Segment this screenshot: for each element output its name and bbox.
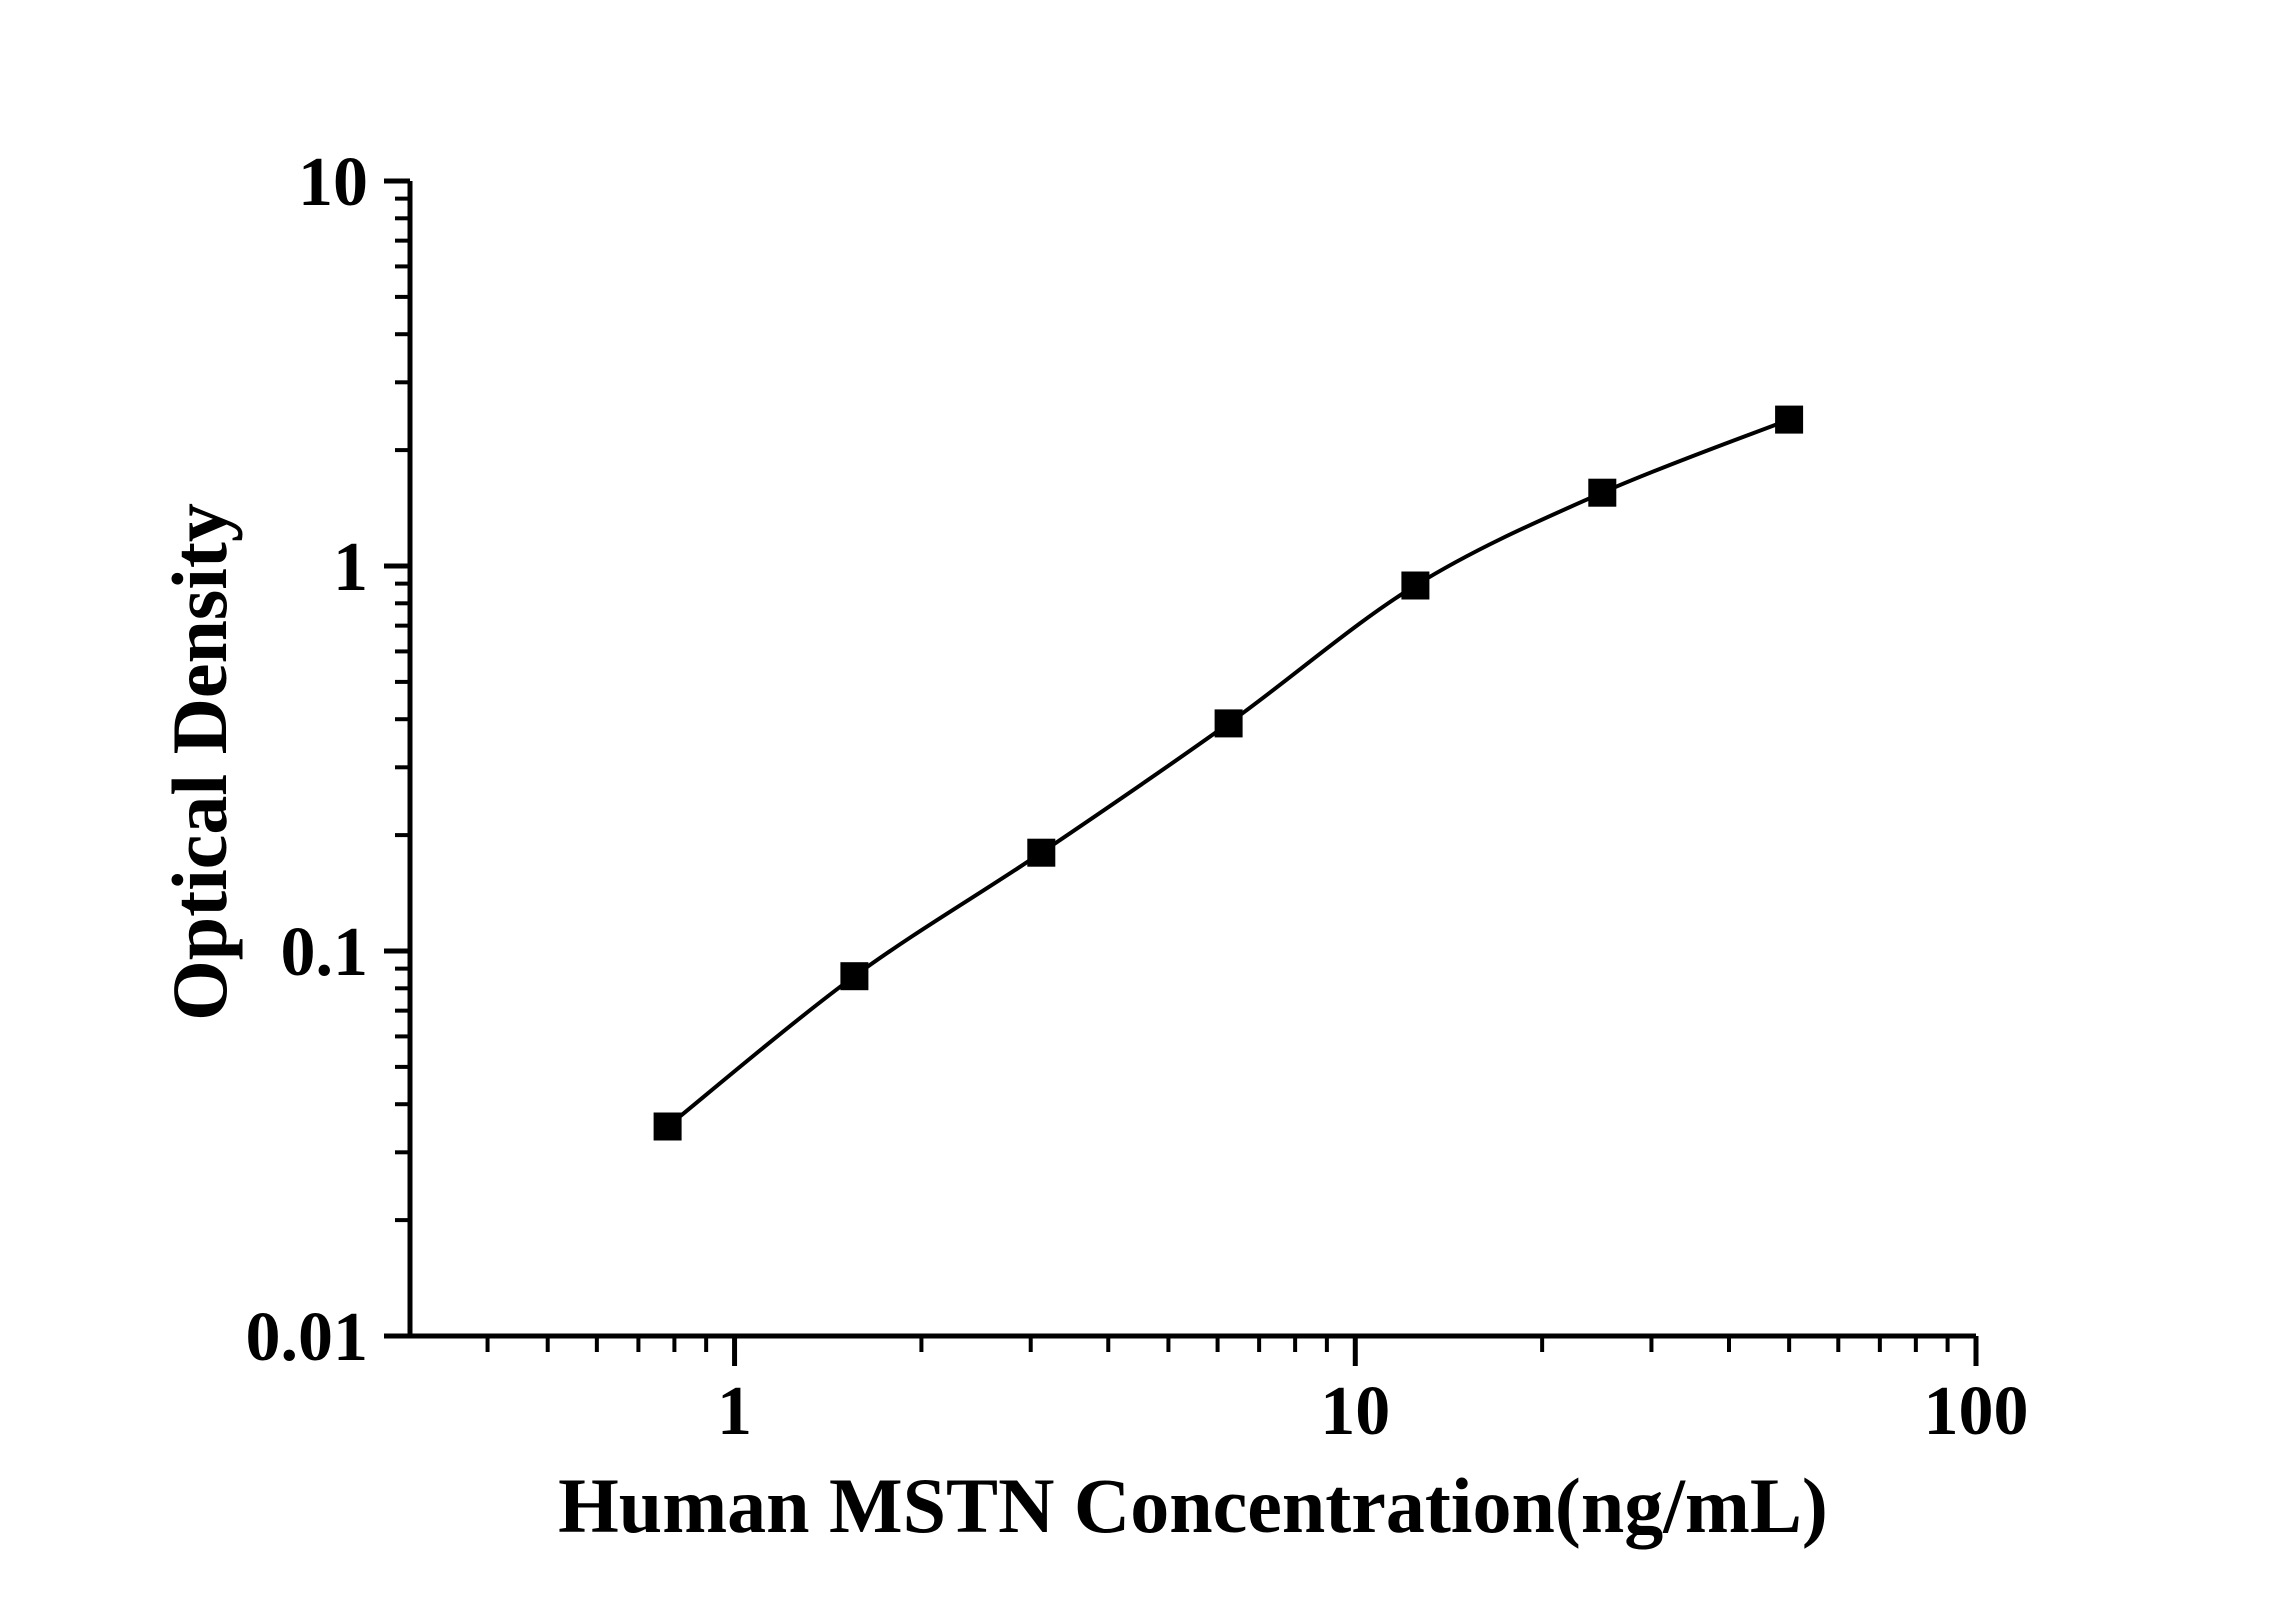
y-axis-title: Optical Density <box>156 503 243 1021</box>
x-axis-title: Human MSTN Concentration(ng/mL) <box>558 1462 1828 1549</box>
series-line <box>666 417 1790 1129</box>
data-point-marker <box>840 962 869 991</box>
x-axis-tick-label: 1 <box>717 1373 752 1450</box>
y-axis-tick-label: 10 <box>298 144 368 221</box>
data-point-marker <box>1214 709 1243 738</box>
y-axis-tick-label: 0.1 <box>281 914 369 991</box>
data-point-marker <box>1401 571 1430 600</box>
x-axis-tick-label: 10 <box>1320 1373 1390 1450</box>
x-axis-tick-label: 100 <box>1924 1373 2029 1450</box>
y-axis-tick-label: 1 <box>333 529 368 606</box>
data-point-marker <box>653 1112 682 1141</box>
data-point-marker <box>1775 405 1804 434</box>
y-axis-tick-label: 0.01 <box>246 1299 369 1376</box>
data-point-marker <box>1027 838 1056 867</box>
axis-spines <box>407 181 1976 1339</box>
data-point-marker <box>1588 478 1617 507</box>
chart-plot-area: 1 10 100 0.01 0.1 1 10 <box>246 144 2029 1450</box>
